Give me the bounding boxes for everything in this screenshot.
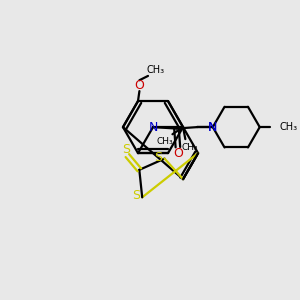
Text: O: O bbox=[134, 79, 144, 92]
Text: N: N bbox=[208, 121, 218, 134]
Text: CH₃: CH₃ bbox=[147, 64, 165, 75]
Text: CH₃: CH₃ bbox=[280, 122, 298, 132]
Text: CH₃: CH₃ bbox=[182, 143, 199, 152]
Text: S: S bbox=[122, 143, 130, 156]
Text: CH₃: CH₃ bbox=[156, 137, 173, 146]
Text: N: N bbox=[208, 121, 217, 134]
Text: O: O bbox=[173, 147, 183, 160]
Text: S: S bbox=[132, 189, 140, 203]
Text: N: N bbox=[148, 121, 158, 134]
Text: S: S bbox=[154, 151, 162, 164]
